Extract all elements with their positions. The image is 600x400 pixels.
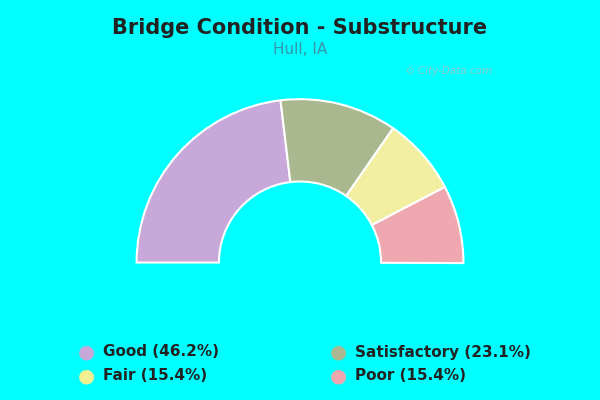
- Text: ●: ●: [330, 366, 347, 386]
- Text: ●: ●: [78, 366, 95, 386]
- Wedge shape: [137, 100, 290, 262]
- Text: Satisfactory (23.1%): Satisfactory (23.1%): [355, 344, 531, 360]
- Text: Bridge Condition - Substructure: Bridge Condition - Substructure: [112, 18, 488, 38]
- Text: Poor (15.4%): Poor (15.4%): [355, 368, 466, 384]
- Wedge shape: [346, 128, 445, 225]
- Text: Fair (15.4%): Fair (15.4%): [103, 368, 208, 384]
- Text: ⊙ City-Data.com: ⊙ City-Data.com: [406, 66, 492, 76]
- Text: ●: ●: [78, 342, 95, 362]
- Text: ●: ●: [330, 342, 347, 362]
- Wedge shape: [281, 99, 393, 196]
- Text: Hull, IA: Hull, IA: [273, 42, 327, 57]
- Wedge shape: [372, 187, 463, 263]
- Text: Good (46.2%): Good (46.2%): [103, 344, 219, 360]
